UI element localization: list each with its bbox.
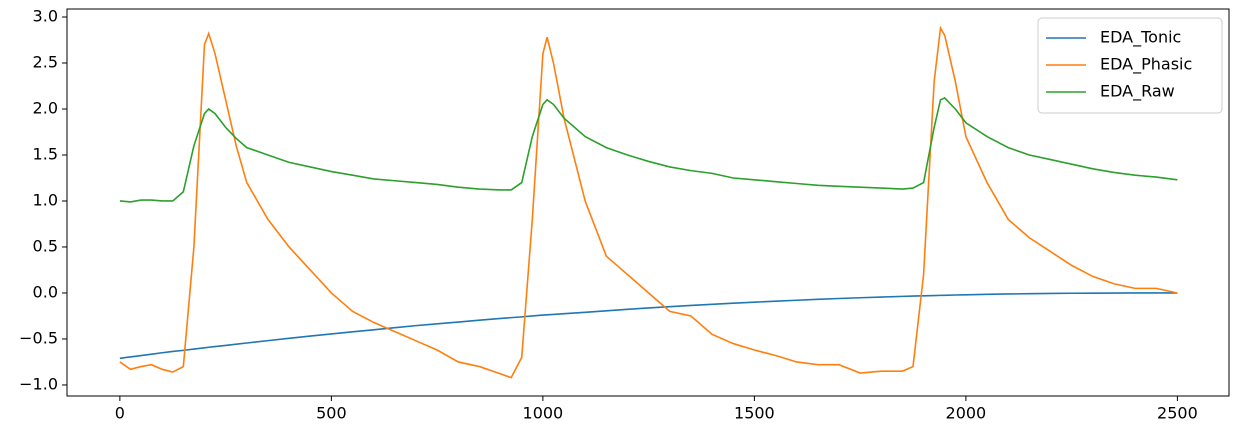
legend-label: EDA_Phasic (1100, 55, 1192, 75)
plot-frame (66, 8, 1230, 397)
line (119, 96, 1178, 203)
line (119, 292, 1178, 360)
legend-label: EDA_Raw (1100, 82, 1175, 102)
y-tick-label: 0.5 (33, 236, 58, 255)
legend-label: EDA_Tonic (1100, 28, 1181, 48)
y-tick-label: 1.0 (33, 190, 58, 209)
y-tick-label: −0.5 (19, 328, 58, 347)
legend: EDA_Tonic EDA_Phasic EDA_Raw (1037, 17, 1223, 114)
x-tick-label: 2000 (946, 404, 987, 423)
y-tick-label: −1.0 (19, 374, 58, 393)
y-tick-label: 2.0 (33, 98, 58, 117)
x-tick-label: 2500 (1157, 404, 1198, 423)
x-tick-label: 0 (115, 404, 125, 423)
y-tick-label: 3.0 (33, 7, 58, 26)
x-tick-label: 500 (316, 404, 347, 423)
y-tick-label: 1.5 (33, 144, 58, 163)
y-tick-label: 2.5 (33, 52, 58, 71)
legend-box (1037, 17, 1223, 114)
line (119, 25, 1178, 379)
y-tick-label: 0.0 (33, 282, 58, 301)
x-tick-label: 1000 (523, 404, 564, 423)
x-tick-label: 1500 (734, 404, 775, 423)
